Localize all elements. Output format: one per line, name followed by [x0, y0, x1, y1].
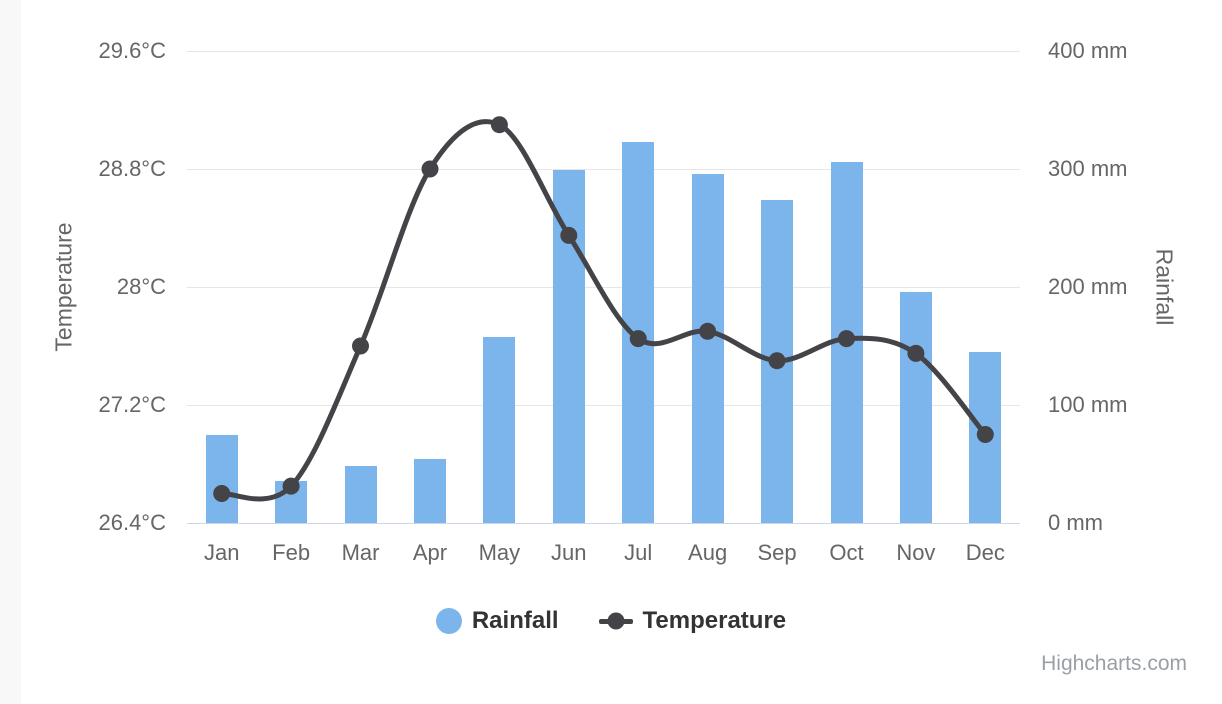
x-axis-label-feb: Feb [272, 540, 311, 565]
temperature-swatch-dot-icon [607, 612, 625, 630]
rainfall-bar-aug[interactable] [691, 173, 724, 523]
gridline [187, 50, 1020, 52]
x-axis-label-jul: Jul [624, 540, 653, 565]
x-axis-line [187, 522, 1020, 524]
temperature-point-sep[interactable] [768, 352, 786, 370]
legend-item-rainfall[interactable]: Rainfall [435, 607, 559, 635]
legend: Rainfall Temperature [0, 603, 1222, 639]
gridline [187, 286, 1020, 288]
y-axis-left-tick-label: 28°C [116, 274, 166, 299]
temperature-point-may[interactable] [490, 116, 508, 134]
rainfall-bar-may[interactable] [483, 336, 516, 523]
gridline [187, 404, 1020, 406]
temperature-point-oct[interactable] [838, 330, 855, 348]
y-axis-title-rainfall: Rainfall [1151, 248, 1178, 326]
gridline [187, 168, 1020, 170]
x-axis-label-oct: Oct [829, 540, 864, 565]
y-axis-right-tick-label: 400 mm [1048, 38, 1128, 63]
y-axis-title-temperature: Temperature [50, 222, 77, 352]
y-axis-right-tick-label: 0 mm [1048, 510, 1103, 535]
temperature-point-apr[interactable] [421, 160, 439, 178]
temperature-point-aug[interactable] [699, 322, 717, 340]
y-axis-left-tick-label: 28.8°C [98, 156, 166, 181]
temperature-line[interactable] [219, 119, 988, 502]
rainfall-bar-jan[interactable] [205, 434, 238, 523]
x-axis-label-may: May [478, 540, 521, 565]
rainfall-bar-mar[interactable] [344, 466, 377, 523]
temperature-point-mar[interactable] [352, 337, 369, 355]
legend-label-temperature: Temperature [642, 607, 787, 634]
temperature-point-nov[interactable] [907, 344, 925, 362]
highcharts-credits-link[interactable]: Highcharts.com [1041, 652, 1187, 675]
temperature-point-dec[interactable] [976, 426, 994, 443]
rainfall-swatch-icon [435, 608, 462, 634]
x-axis-label-aug: Aug [688, 540, 728, 565]
temperature-point-jan[interactable] [213, 485, 231, 502]
temperature-point-feb[interactable] [282, 477, 300, 495]
x-axis-label-dec: Dec [965, 540, 1005, 565]
rainfall-bar-nov[interactable] [899, 291, 932, 523]
y-axis-right-tick-label: 300 mm [1048, 156, 1128, 181]
rainfall-bar-apr[interactable] [414, 459, 446, 523]
y-axis-left-tick-label: 27.2°C [98, 392, 166, 417]
x-axis-label-apr: Apr [412, 540, 448, 565]
x-axis-label-nov: Nov [896, 540, 936, 565]
x-axis-label-jun: Jun [551, 540, 587, 565]
temperature-point-jun[interactable] [560, 226, 578, 244]
y-axis-left-tick-label: 29.6°C [98, 38, 166, 63]
temperature-point-jul[interactable] [629, 330, 647, 348]
y-axis-right-tick-label: 100 mm [1048, 392, 1128, 417]
page-left-margin [0, 0, 21, 704]
y-axis-left-tick-label: 26.4°C [98, 510, 166, 535]
temperature-swatch-icon [598, 612, 633, 630]
x-axis-label-sep: Sep [757, 540, 797, 565]
legend-item-temperature[interactable]: Temperature [598, 607, 787, 635]
x-axis-label-mar: Mar [341, 540, 380, 565]
y-axis-right-tick-label: 200 mm [1048, 274, 1128, 299]
legend-label-rainfall: Rainfall [471, 607, 559, 634]
x-axis-label-jan: Jan [203, 540, 240, 565]
